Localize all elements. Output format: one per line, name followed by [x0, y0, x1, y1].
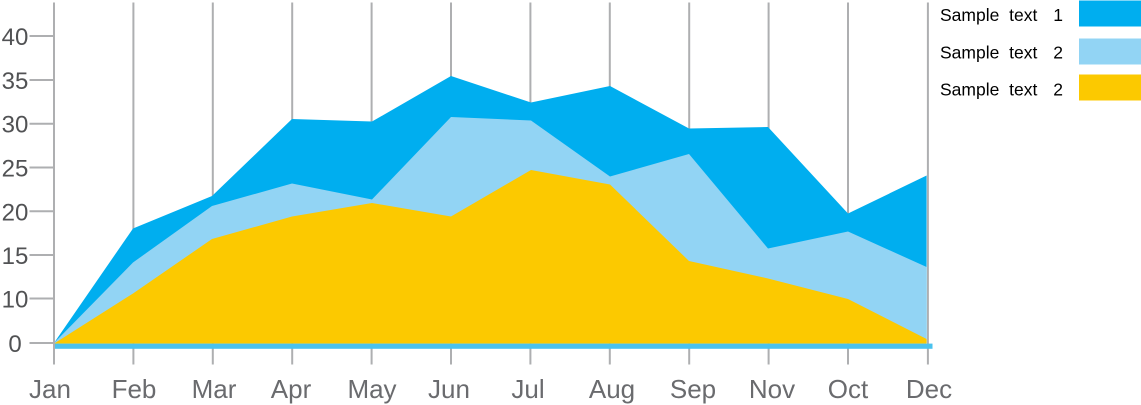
svg-text:Jan: Jan	[29, 374, 71, 404]
svg-text:Nov: Nov	[749, 374, 795, 404]
svg-text:Feb: Feb	[112, 374, 157, 404]
svg-text:Aug: Aug	[589, 374, 635, 404]
svg-text:35: 35	[2, 68, 29, 95]
svg-text:Mar: Mar	[192, 374, 237, 404]
svg-text:0: 0	[8, 331, 21, 358]
svg-text:Sep: Sep	[670, 374, 716, 404]
svg-text:Dec: Dec	[906, 374, 952, 404]
svg-text:20: 20	[2, 199, 29, 226]
svg-text:Sample text 2: Sample text 2	[940, 43, 1063, 63]
svg-text:Apr: Apr	[271, 374, 312, 404]
svg-text:30: 30	[2, 112, 29, 139]
svg-text:40: 40	[2, 24, 29, 51]
svg-text:Jul: Jul	[511, 374, 544, 404]
svg-text:May: May	[347, 374, 396, 404]
svg-text:15: 15	[2, 243, 29, 270]
svg-text:10: 10	[2, 287, 29, 314]
svg-text:Jun: Jun	[428, 374, 470, 404]
svg-text:Oct: Oct	[828, 374, 869, 404]
svg-text:25: 25	[2, 156, 29, 183]
svg-text:Sample text 2: Sample text 2	[940, 80, 1063, 100]
svg-text:Sample text 1: Sample text 1	[940, 5, 1063, 25]
